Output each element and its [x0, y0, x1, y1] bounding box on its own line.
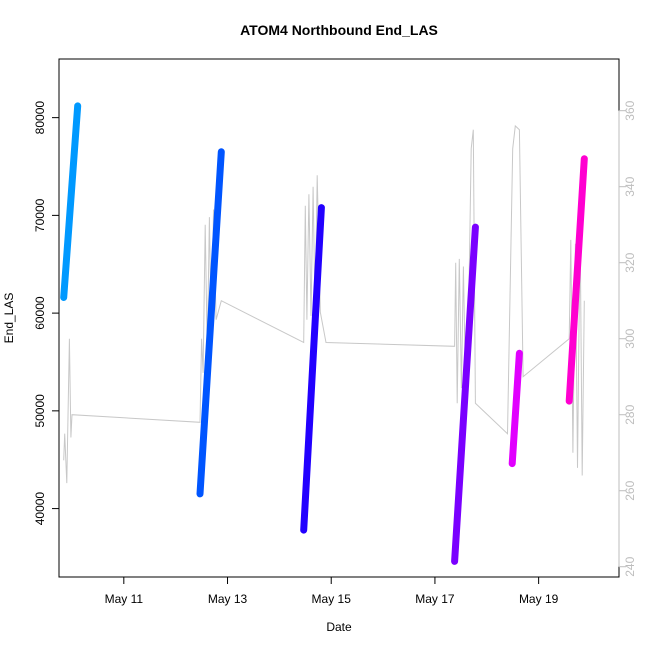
x-axis-label: Date: [326, 620, 352, 634]
y-tick-label: 80000: [33, 101, 47, 135]
x-tick-label: May 19: [519, 592, 559, 606]
y-tick-label: 50000: [33, 394, 47, 428]
y-axis-label: End_LAS: [2, 293, 16, 344]
secondary-line-layer: [63, 124, 585, 484]
y-tick-label: 40000: [33, 492, 47, 526]
y2-tick-label: 360: [623, 100, 637, 120]
y2-tick-label: 320: [623, 252, 637, 272]
y-tick-label: 60000: [33, 296, 47, 330]
secondary-line: [63, 124, 585, 484]
series-line-2: [196, 148, 225, 498]
right-y-axis: 240 260 280 300 320 340 360: [618, 100, 637, 577]
y2-tick-label: 260: [623, 480, 637, 500]
y-tick-label: 70000: [33, 198, 47, 232]
series-line-6: [565, 155, 588, 405]
x-tick-label: May 15: [312, 592, 352, 606]
y2-tick-label: 240: [623, 556, 637, 576]
y2-tick-label: 300: [623, 328, 637, 348]
y-axis: 40000 50000 60000 70000 80000: [33, 101, 60, 526]
series-line-4: [451, 223, 479, 565]
series-layer: [60, 102, 588, 565]
x-tick-label: May 11: [105, 592, 144, 606]
y2-tick-label: 280: [623, 404, 637, 424]
series-line-3: [300, 204, 325, 534]
x-axis: May 11 May 13 May 15 May 17 May 19: [105, 576, 559, 606]
x-tick-label: May 17: [415, 592, 455, 606]
plot-frame: [58, 58, 620, 578]
chart-title: ATOM4 Northbound End_LAS: [240, 22, 438, 38]
series-line-1: [60, 102, 82, 301]
x-tick-label: May 13: [208, 592, 248, 606]
series-line-5: [508, 349, 523, 468]
y2-tick-label: 340: [623, 176, 637, 196]
